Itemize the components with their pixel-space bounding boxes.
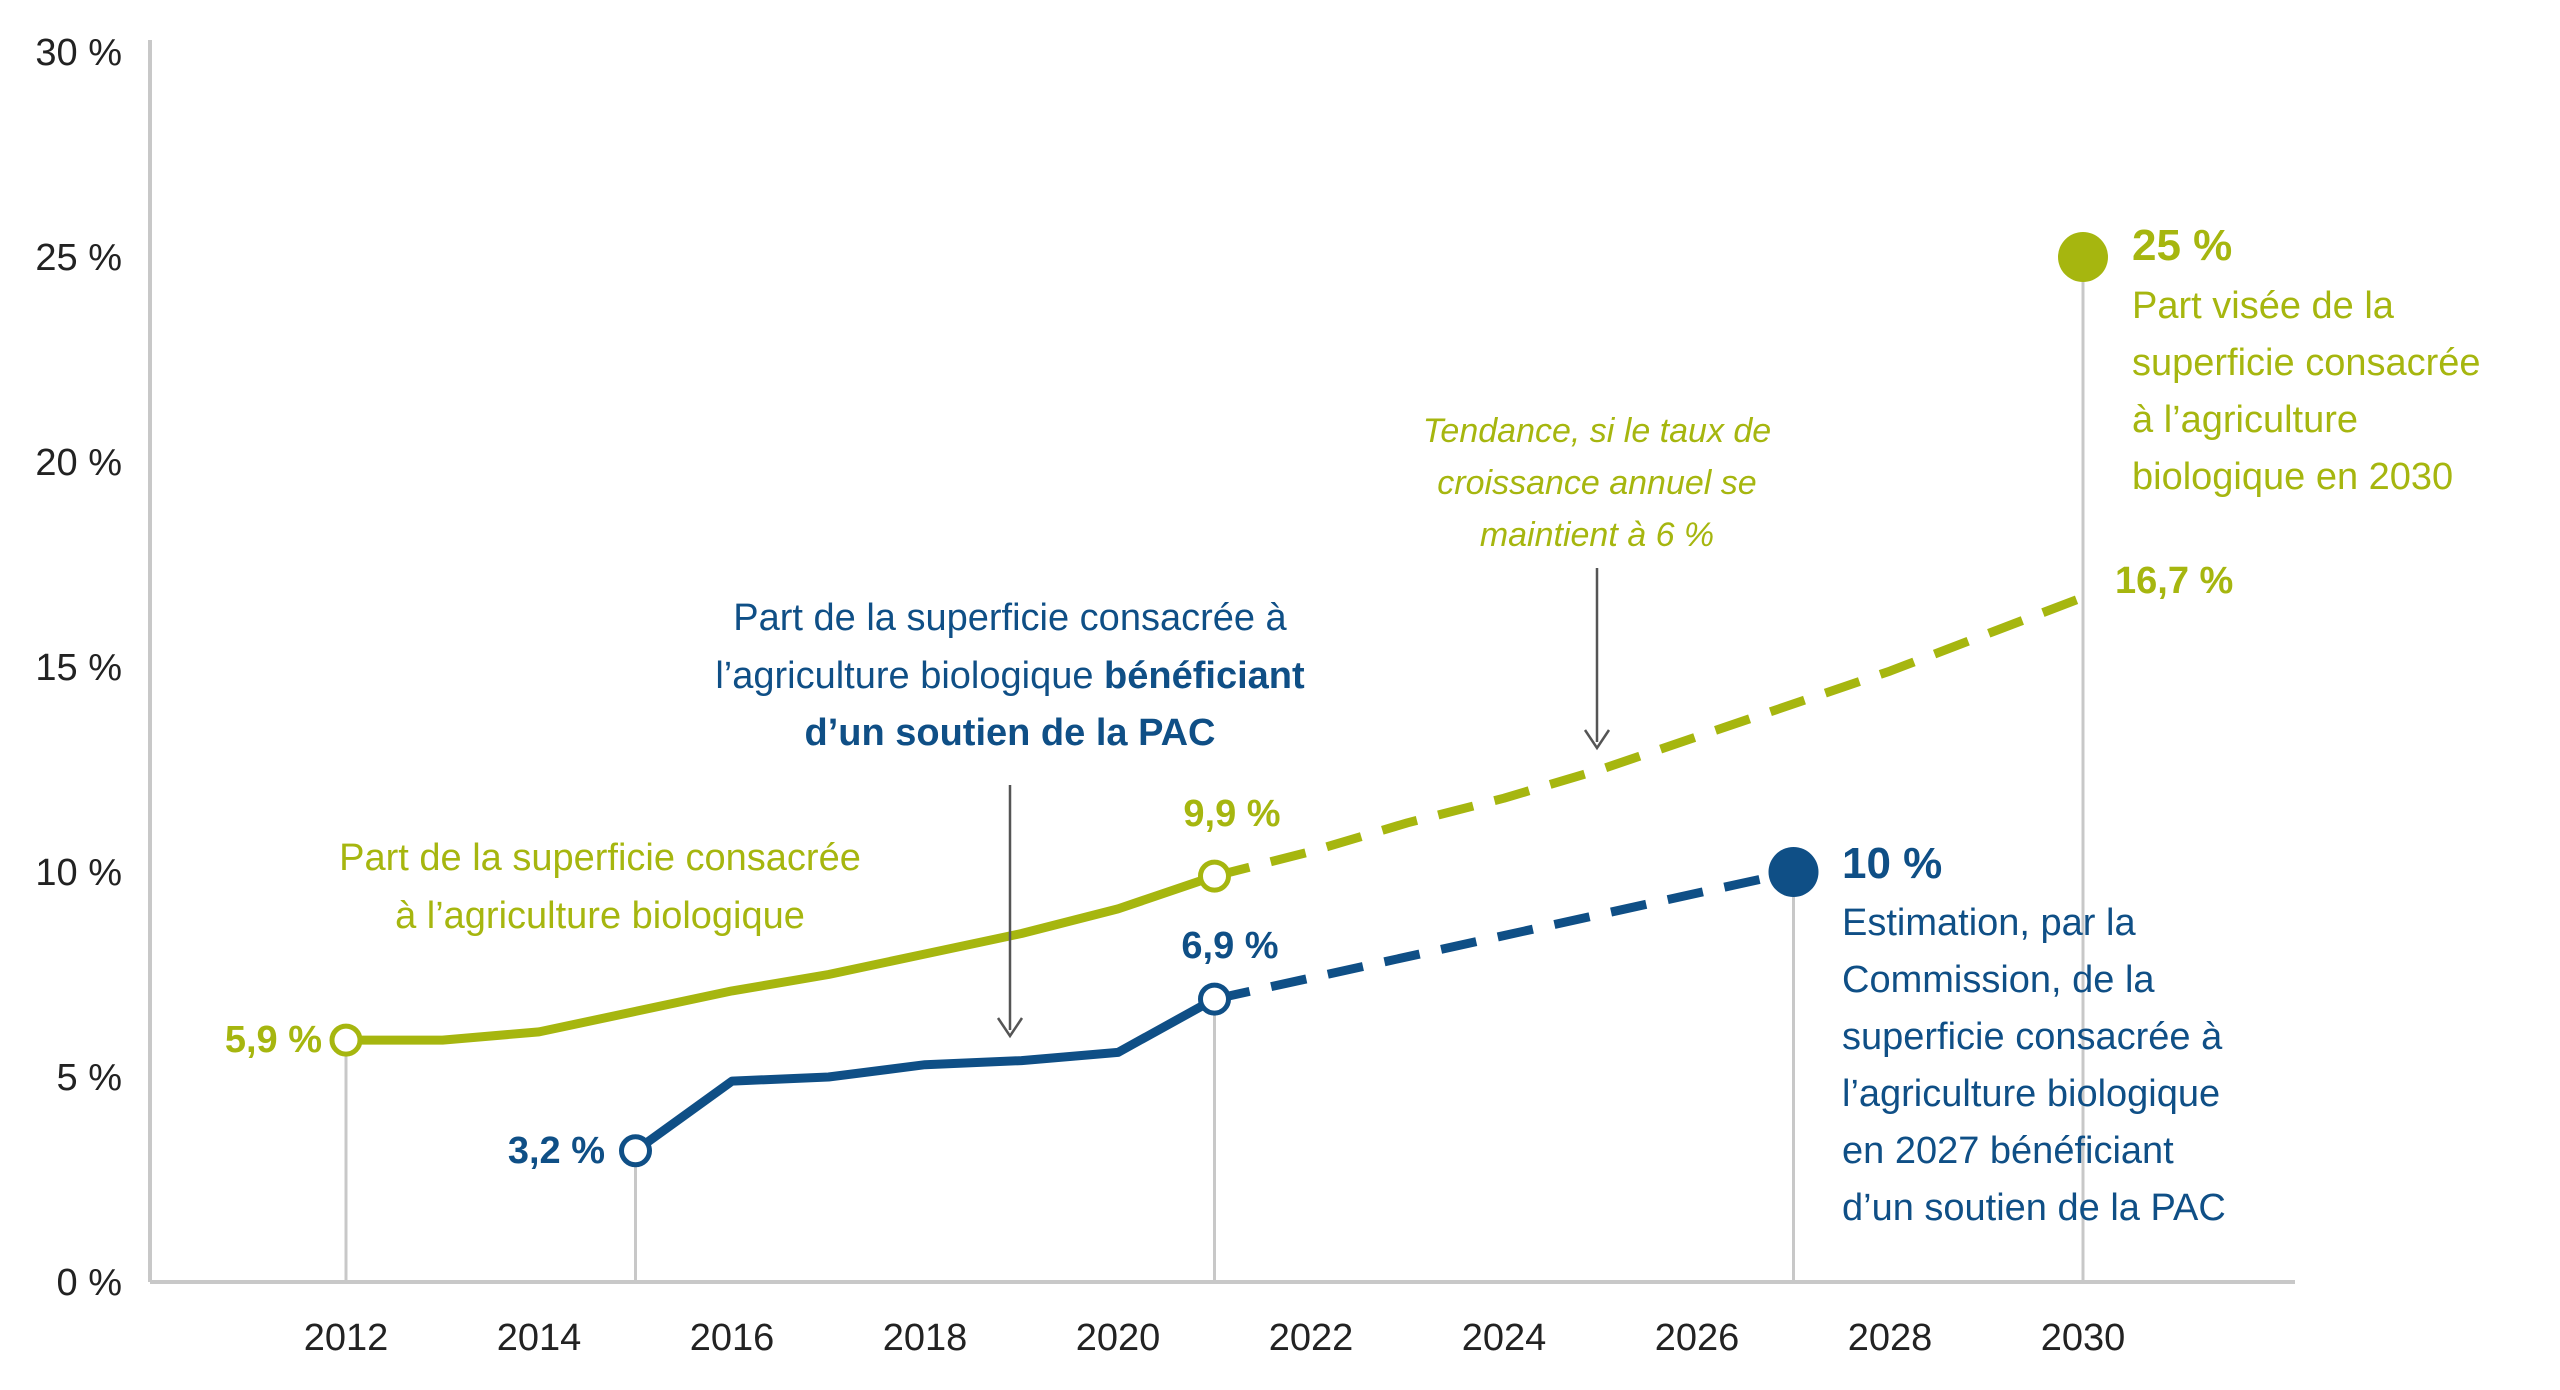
trend-note-line-3: maintient à 6 % (1480, 516, 1714, 554)
x-tick-label: 2024 (1462, 1317, 1547, 1359)
target-note-line-3: à l’agriculture (2132, 399, 2358, 441)
x-tick-label: 2022 (1269, 1317, 1354, 1359)
data-point-p2030 (2058, 232, 2108, 282)
estimate-note-line-5: en 2027 bénéficiant (1842, 1130, 2174, 1172)
y-tick-label: 15 % (35, 647, 122, 689)
estimate-note-line-6: d’un soutien de la PAC (1842, 1187, 2226, 1229)
data-point-p2021n (1198, 982, 1231, 1016)
label-10: 10 % (1842, 839, 1942, 888)
organic-label-line-2: à l’agriculture biologique (395, 895, 805, 937)
y-tick-label: 10 % (35, 852, 122, 894)
point-stems (344, 257, 2085, 1282)
label-9-9: 9,9 % (1183, 793, 1280, 835)
organic-line-label: Part de la superficie consacrée à l’agri… (339, 837, 861, 937)
estimate-note-line-3: superficie consacrée à (1842, 1016, 2223, 1058)
data-points (329, 232, 2108, 1168)
target-note-line-1: Part visée de la (2132, 285, 2395, 327)
target-note-line-2: superficie consacrée (2132, 342, 2481, 384)
y-tick-label: 30 % (35, 32, 122, 74)
label-16-7: 16,7 % (2115, 560, 2233, 602)
series-line-organic-trend (1213, 593, 2085, 881)
cap-label-line-2-bold: bénéficiant (1104, 655, 1305, 697)
label-5-9: 5,9 % (225, 1019, 322, 1061)
x-tick-label: 2026 (1655, 1317, 1740, 1359)
data-point-p2015 (619, 1134, 652, 1168)
trend-note-arrowhead (1583, 729, 1611, 751)
point-labels: 5,9 % 9,9 % 3,2 % 6,9 % 10 % 16,7 % 25 % (225, 221, 2233, 1172)
series-line-cap-estimate (1213, 867, 1795, 1004)
x-tick-label: 2016 (690, 1317, 775, 1359)
x-tick-label: 2020 (1076, 1317, 1161, 1359)
cap-label-arrowhead (996, 1017, 1024, 1039)
target-note: Part visée de la superficie consacrée à … (2132, 285, 2481, 498)
target-note-line-4: biologique en 2030 (2132, 456, 2453, 498)
estimate-note-line-4: l’agriculture biologique (1842, 1073, 2220, 1115)
data-point-p2027 (1768, 847, 1819, 897)
x-tick-label: 2018 (883, 1317, 968, 1359)
axes (148, 40, 2295, 1284)
y-tick-label: 20 % (35, 442, 122, 484)
estimate-note: Estimation, par la Commission, de la sup… (1842, 902, 2226, 1229)
y-tick-labels: 0 % 5 % 10 % 15 % 20 % 25 % 30 % (35, 32, 122, 1304)
trend-note-line-1: Tendance, si le taux de (1423, 412, 1771, 450)
x-tick-labels: 2012 2014 2016 2018 2020 2022 2024 2026 2028 2030 (304, 1317, 2126, 1359)
trend-note-line-2: croissance annuel se (1437, 464, 1756, 502)
cap-label-line-2: l’agriculture biologique bénéficiant (715, 655, 1305, 697)
x-tick-label: 2014 (497, 1317, 582, 1359)
x-tick-label: 2028 (1848, 1317, 1933, 1359)
y-tick-label: 0 % (57, 1262, 122, 1304)
label-6-9: 6,9 % (1181, 925, 1278, 967)
y-tick-label: 25 % (35, 237, 122, 279)
cap-label-line-1: Part de la superficie consacrée à (733, 597, 1287, 639)
pointer-arrows (996, 568, 1611, 1039)
series-lines (346, 593, 2085, 1155)
x-tick-label: 2012 (304, 1317, 389, 1359)
organic-label-line-1: Part de la superficie consacrée (339, 837, 861, 879)
cap-line-label: Part de la superficie consacrée à l’agri… (715, 597, 1305, 754)
label-3-2: 3,2 % (508, 1130, 605, 1172)
data-point-p2021o (1198, 859, 1231, 893)
cap-label-line-2-normal: l’agriculture biologique (715, 655, 1093, 697)
data-point-p2012 (329, 1023, 363, 1057)
cap-label-line-3: d’un soutien de la PAC (805, 712, 1216, 754)
x-tick-label: 2030 (2041, 1317, 2126, 1359)
y-tick-label: 5 % (57, 1057, 122, 1099)
trend-note: Tendance, si le taux de croissance annue… (1423, 412, 1771, 554)
series-line-organic (346, 871, 1216, 1045)
series-line-cap-supported (632, 995, 1217, 1155)
estimate-note-line-1: Estimation, par la (1842, 902, 2136, 944)
estimate-note-line-2: Commission, de la (1842, 959, 2155, 1001)
label-25: 25 % (2132, 221, 2232, 270)
